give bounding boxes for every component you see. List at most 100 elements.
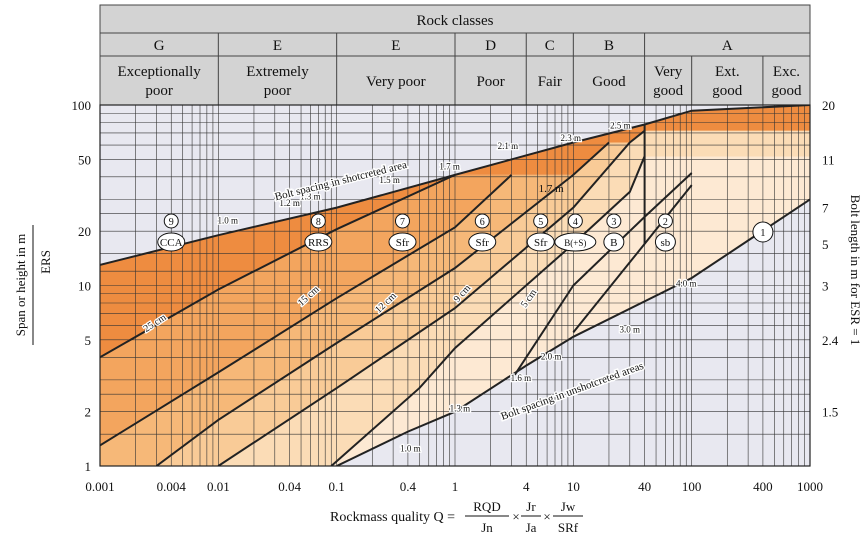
- class-letter-a: A: [722, 38, 733, 54]
- y-axis-label-top: Span or height in m: [13, 234, 28, 337]
- x-axis-title: Rockmass quality Q = RQD Jn × Jr Ja × Jw…: [330, 499, 583, 535]
- x-tick-label: 1000: [797, 479, 823, 494]
- y2-tick-label: 3: [822, 279, 829, 294]
- spacing-halo: 3.0 m: [620, 324, 641, 334]
- category-code-ellipse: [554, 232, 597, 252]
- category-code: CCA: [160, 237, 183, 249]
- bolt-spacing-shotcrete-label: 2.1 m: [498, 141, 519, 151]
- spacing-halo: 1.0 m: [217, 216, 238, 226]
- y2-tick-label: 5: [822, 237, 829, 252]
- class-name-line2: poor: [145, 83, 173, 99]
- y-tick-label: 100: [72, 98, 92, 113]
- bolt-spacing-shotcrete-label: 1.0 m: [217, 216, 238, 226]
- class-name-line1: Exceptionally: [118, 64, 202, 80]
- y2-tick-label: 2.4: [822, 333, 839, 348]
- category-number: 4: [573, 217, 578, 228]
- category-code: Sfr: [396, 237, 410, 249]
- category-code: RRS: [308, 237, 329, 249]
- bolt-spacing-unshotcreted-label: 3.0 m: [620, 324, 641, 334]
- spacing-halo: 1.6 m: [511, 373, 532, 383]
- y-tick-label: 1: [85, 459, 92, 474]
- x-tick-label: 0.1: [329, 479, 345, 494]
- category-number-circle: [752, 221, 774, 243]
- bolt-spacing-unshotcreted-label: 1.3 m: [450, 404, 471, 414]
- formula-jr: Jr: [526, 499, 536, 514]
- header-title: Rock classes: [416, 13, 493, 29]
- bolt-length-annotation: 1.7 m: [539, 183, 565, 195]
- y2-axis-label: Bolt length in m for ESR = 1: [848, 195, 863, 346]
- bolt-spacing-shotcrete-label: 2.3 m: [560, 133, 581, 143]
- spacing-halo: 2.0 m: [541, 351, 562, 361]
- category-number-circle: [474, 213, 490, 229]
- category-number: 9: [169, 217, 174, 228]
- bolt-spacing-unshotcreted-label: 4.0 m: [676, 278, 697, 288]
- support-category-6: 6 Sfr: [468, 213, 497, 252]
- category-number-circle: [567, 213, 583, 229]
- spacing-halo: 1.2 m: [279, 198, 300, 208]
- category-number: 7: [400, 217, 405, 228]
- spacing-halo: 4.0 m: [676, 278, 697, 288]
- y-axis-label-bottom: ERS: [38, 250, 53, 274]
- spacing-halo: 1.3 m: [450, 404, 471, 414]
- class-name: Very poor: [366, 74, 426, 90]
- category-number: 8: [316, 217, 321, 228]
- class-name-line1: Ext.: [715, 64, 740, 80]
- class-name-line1: Exc.: [773, 64, 800, 80]
- x-axis-label: Rockmass quality Q =: [330, 510, 455, 525]
- category-number-circle: [533, 213, 549, 229]
- category-number: 1: [760, 227, 766, 239]
- category-code-ellipse: [157, 232, 186, 252]
- spacing-halo: 1.5 m: [379, 175, 400, 185]
- y2-tick-label: 7: [822, 201, 829, 216]
- shotcrete-thickness-line: [155, 141, 610, 466]
- support-region-6: [100, 156, 810, 466]
- category-code: Sfr: [476, 237, 490, 249]
- x-tick-label: 1: [452, 479, 459, 494]
- category-number: 6: [480, 217, 485, 228]
- class-name-line1: Extremely: [246, 64, 309, 80]
- spacing-halo: 2.1 m: [498, 141, 519, 151]
- unshotcreted-boundary-line: [336, 198, 810, 466]
- y-tick-label: 5: [85, 333, 92, 348]
- x-tick-label: 100: [682, 479, 702, 494]
- bolt-spacing-unshotcreted-label: 1.0 m: [400, 444, 421, 454]
- category-code-ellipse: [603, 232, 625, 252]
- category-code-ellipse: [654, 232, 676, 252]
- spacing-halo: 1.3 m: [300, 191, 321, 201]
- class-name-line2: good: [653, 83, 684, 99]
- x-tick-label: 10: [567, 479, 580, 494]
- support-category-4: 4 B(+S): [554, 213, 597, 252]
- y-tick-label: 20: [78, 224, 91, 239]
- category-code-ellipse: [304, 232, 333, 252]
- x-tick-label: 0.04: [278, 479, 301, 494]
- category-number: 5: [538, 217, 543, 228]
- y2-tick-label: 1.5: [822, 405, 838, 420]
- x-tick-label: 0.01: [207, 479, 230, 494]
- class-letter-b: B: [604, 38, 614, 54]
- bolt-spacing-shotcrete-label: 1.3 m: [300, 191, 321, 201]
- formula-ja: Ja: [526, 520, 537, 535]
- category-number-circle: [657, 213, 673, 229]
- bolt-spacing-shotcrete-label: 1.5 m: [379, 175, 400, 185]
- shotcrete-thickness-line: [100, 174, 513, 447]
- category-number-circle: [394, 213, 410, 229]
- formula-jn: Jn: [481, 520, 493, 535]
- formula-times-1: ×: [512, 509, 519, 524]
- shotcrete-thickness-line: [100, 173, 456, 359]
- formula-jw: Jw: [561, 499, 576, 514]
- bolt-spacing-unshotcreted-label: 2.0 m: [541, 351, 562, 361]
- bolt-spacing-shotcrete-label: 2.5 m: [610, 121, 631, 131]
- support-category-9: 9 CCA: [157, 213, 186, 252]
- support-category-7: 7 Sfr: [388, 213, 417, 252]
- region-boundary-line: [513, 172, 693, 376]
- y-tick-label: 50: [78, 152, 91, 167]
- shotcrete-thickness-line: [330, 155, 646, 466]
- bolt-spacing-unshotcreted-label: 1.6 m: [511, 373, 532, 383]
- x-tick-label: 4: [523, 479, 530, 494]
- category-number: 3: [611, 217, 616, 228]
- spacing-halo: 2.3 m: [560, 133, 581, 143]
- x-tick-label: 0.4: [400, 479, 417, 494]
- class-letter-e: E: [273, 38, 282, 54]
- category-number-circle: [606, 213, 622, 229]
